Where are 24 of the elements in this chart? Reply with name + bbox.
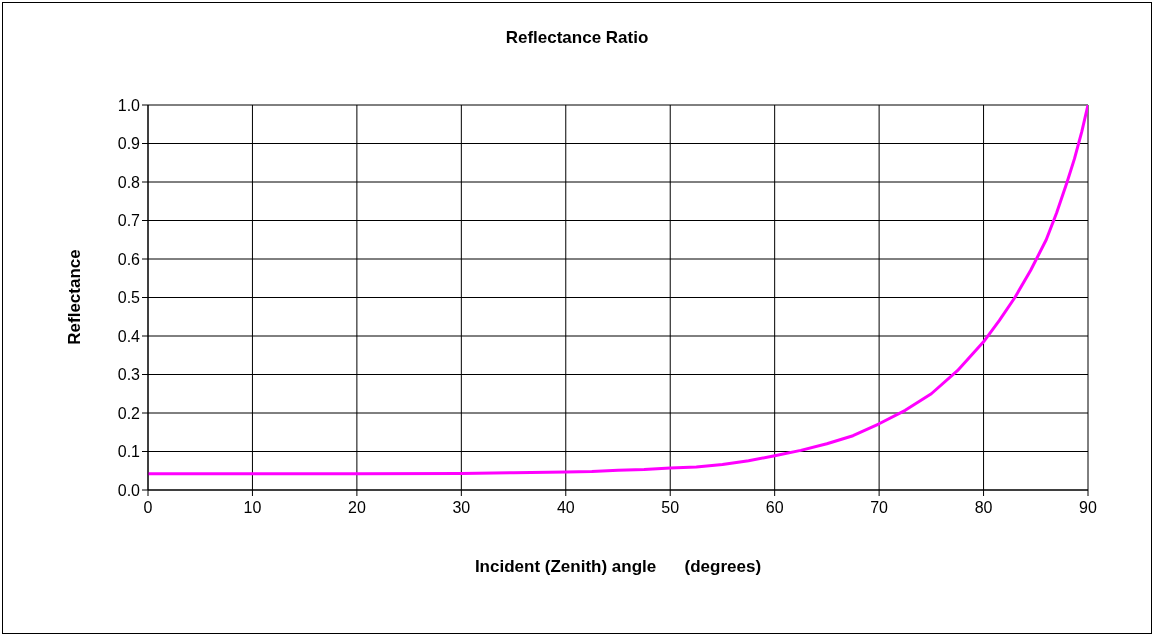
x-axis-title: Incident (Zenith) angle (degrees) [473,557,763,577]
y-axis-title: Reflectance [65,249,85,345]
y-tick-label: 0.8 [117,173,141,191]
x-tick-label: 20 [347,499,366,517]
x-tick-label: 40 [556,499,575,517]
x-tick-label: 30 [452,499,471,517]
x-tick-label: 90 [1079,499,1097,517]
x-tick-label: 0 [143,499,153,517]
y-tick-label: 0.1 [117,443,141,461]
x-tick-label: 60 [765,499,784,517]
x-tick-label: 80 [974,499,993,517]
x-tick-label: 70 [870,499,889,517]
y-tick-label: 0.9 [117,135,141,153]
y-tick-label: 0.4 [117,327,141,345]
y-tick-label: 0.5 [117,289,141,307]
x-tick-label: 10 [243,499,262,517]
x-tick-label: 50 [661,499,680,517]
y-tick-label: 0.2 [117,404,141,422]
y-tick-label: 0.7 [117,212,141,230]
y-tick-label: 0.6 [117,250,141,268]
y-tick-label: 1.0 [117,96,141,114]
y-tick-label: 0.3 [117,366,141,384]
chart-title: Reflectance Ratio [504,28,650,48]
y-tick-label: 0.0 [117,481,141,499]
